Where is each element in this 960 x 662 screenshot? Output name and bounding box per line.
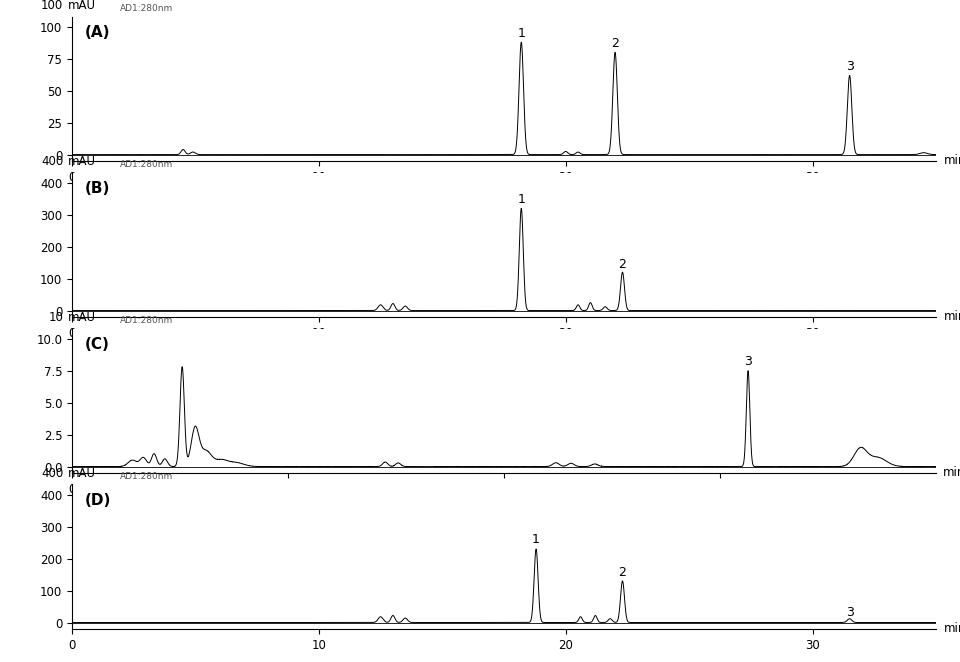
Text: (C): (C) xyxy=(84,337,109,352)
Text: AD1:280nm: AD1:280nm xyxy=(120,472,173,481)
Text: 100: 100 xyxy=(41,0,63,12)
Text: mAU: mAU xyxy=(67,467,96,480)
Text: 1: 1 xyxy=(517,26,525,40)
Text: (D): (D) xyxy=(84,493,111,508)
Text: AD1:280nm: AD1:280nm xyxy=(120,160,173,169)
Text: min: min xyxy=(944,622,960,635)
Text: 3: 3 xyxy=(744,355,752,368)
Text: 2: 2 xyxy=(618,258,627,271)
Text: 3: 3 xyxy=(846,606,853,618)
Text: 10: 10 xyxy=(49,311,63,324)
Text: 400: 400 xyxy=(41,155,63,168)
Text: AD1:280nm: AD1:280nm xyxy=(120,4,173,13)
Text: 400: 400 xyxy=(41,467,63,480)
Text: (B): (B) xyxy=(84,181,110,196)
Text: 3: 3 xyxy=(846,60,853,73)
Text: min: min xyxy=(943,466,960,479)
Text: mAU: mAU xyxy=(67,0,96,12)
Text: min: min xyxy=(944,154,960,167)
Text: mAU: mAU xyxy=(67,311,96,324)
Text: mAU: mAU xyxy=(67,155,96,168)
Text: AD1:280nm: AD1:280nm xyxy=(120,316,173,325)
Text: 2: 2 xyxy=(618,567,627,579)
Text: 1: 1 xyxy=(517,193,525,206)
Text: 2: 2 xyxy=(612,37,619,50)
Text: min: min xyxy=(944,310,960,323)
Text: (A): (A) xyxy=(84,25,110,40)
Text: 1: 1 xyxy=(532,534,540,546)
